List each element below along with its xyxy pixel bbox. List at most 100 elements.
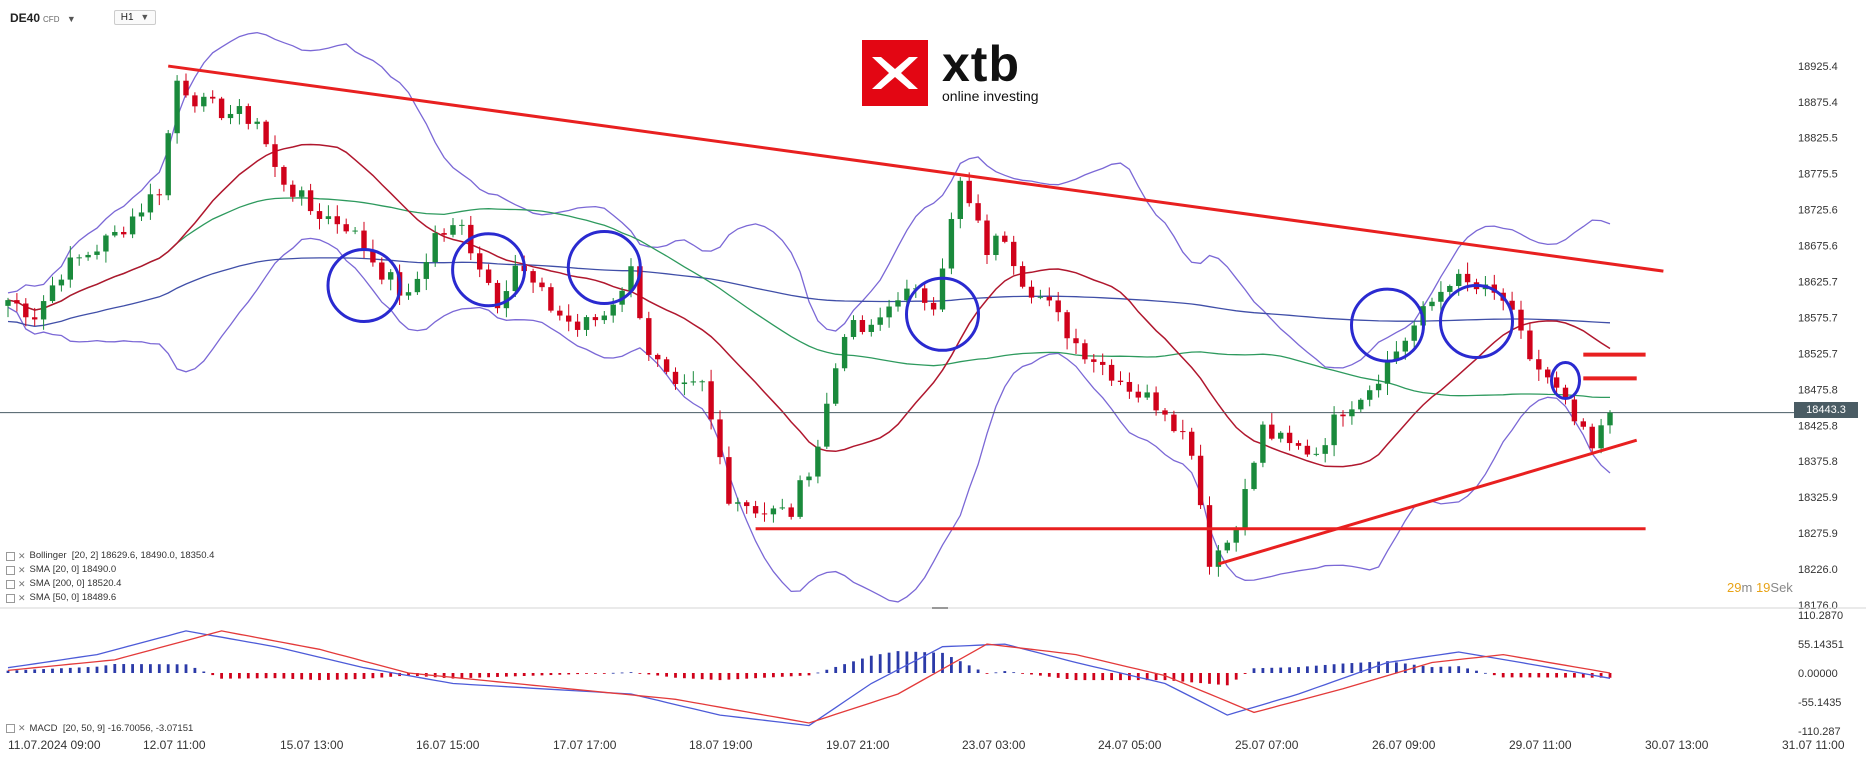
candle bbox=[1580, 418, 1586, 430]
candle-body bbox=[477, 253, 483, 270]
macd-histogram-bar bbox=[1047, 673, 1051, 677]
sma20-line bbox=[7, 143, 1611, 468]
macd-legend[interactable]: ✕ MACD [20, 50, 9] -16.70056, -3.07151 bbox=[6, 723, 193, 734]
candle bbox=[245, 103, 251, 130]
candle-body bbox=[281, 166, 287, 185]
candle-body bbox=[1518, 309, 1524, 331]
candle-body bbox=[833, 368, 839, 404]
instrument-type: CFD bbox=[43, 14, 60, 24]
y-tick-label: 18525.7 bbox=[1798, 348, 1838, 360]
indicator-name: SMA bbox=[29, 564, 51, 575]
close-icon[interactable]: ✕ bbox=[18, 565, 26, 575]
settings-icon[interactable] bbox=[6, 551, 15, 561]
macd-histogram-bar bbox=[1154, 673, 1158, 681]
candle-body bbox=[735, 502, 741, 504]
chevron-down-icon[interactable]: ▼ bbox=[140, 12, 150, 22]
macd-histogram-bar bbox=[727, 673, 731, 680]
candle-body bbox=[752, 506, 759, 514]
candle-body bbox=[1153, 392, 1159, 411]
current-price-tag: 18443.3 bbox=[1794, 402, 1858, 418]
macd-histogram-bar bbox=[1039, 673, 1042, 676]
candle bbox=[165, 129, 171, 201]
candle bbox=[779, 498, 785, 511]
y-tick-label: 18925.4 bbox=[1798, 61, 1838, 73]
macd-histogram-bar bbox=[932, 652, 935, 673]
legend-row-bollinger[interactable]: ✕ Bollinger [20, 2] 18629.6, 18490.0, 18… bbox=[6, 549, 214, 563]
candle bbox=[423, 253, 429, 291]
macd-histogram-bar bbox=[389, 673, 393, 677]
candle-body bbox=[1527, 330, 1533, 360]
macd-histogram-bar bbox=[1475, 670, 1478, 673]
settings-icon[interactable] bbox=[6, 724, 15, 733]
candle-body bbox=[1509, 300, 1515, 310]
candle bbox=[370, 239, 376, 267]
legend-row-sma50[interactable]: ✕ SMA [50, 0] 18489.6 bbox=[6, 591, 214, 605]
candle-body bbox=[1402, 340, 1408, 352]
candles bbox=[5, 73, 1613, 577]
candle-body bbox=[138, 212, 145, 217]
macd-histogram-bar bbox=[994, 672, 998, 674]
macd-histogram-bar bbox=[754, 673, 757, 679]
candle-body bbox=[1002, 235, 1008, 242]
symbol-selector[interactable]: DE40 CFD ▼ bbox=[10, 11, 76, 25]
candle bbox=[806, 472, 812, 487]
macd-histogram-bar bbox=[941, 652, 944, 673]
close-icon[interactable]: ✕ bbox=[18, 723, 26, 733]
candle-body bbox=[1384, 360, 1391, 384]
x-tick-label: 11.07.2024 09:00 bbox=[8, 738, 101, 752]
candle-body bbox=[67, 257, 73, 280]
candle bbox=[1251, 461, 1257, 491]
candle bbox=[352, 227, 358, 235]
settings-icon[interactable] bbox=[6, 593, 15, 603]
macd-histogram-bar bbox=[1359, 662, 1363, 673]
candle-body bbox=[1206, 505, 1213, 567]
candle bbox=[1304, 439, 1311, 457]
candle bbox=[655, 353, 661, 367]
macd-histogram-bar bbox=[95, 666, 99, 673]
settings-icon[interactable] bbox=[6, 565, 15, 575]
macd-histogram-bar bbox=[647, 673, 651, 675]
candle bbox=[744, 500, 750, 514]
macd-histogram-bar bbox=[611, 672, 615, 674]
candle-body bbox=[1242, 489, 1248, 528]
legend-row-sma20[interactable]: ✕ SMA [20, 0] 18490.0 bbox=[6, 563, 214, 577]
candle-body bbox=[94, 251, 100, 255]
chevron-down-icon[interactable]: ▼ bbox=[66, 13, 76, 24]
candle-body bbox=[1046, 296, 1052, 301]
macd-histogram-bar bbox=[1181, 673, 1185, 682]
macd-histogram-bar bbox=[843, 664, 846, 673]
candle-body bbox=[49, 285, 56, 302]
candle bbox=[583, 315, 590, 337]
candle bbox=[5, 297, 11, 318]
macd-histogram-bar bbox=[1172, 673, 1176, 681]
macd-histogram-bar bbox=[594, 673, 597, 674]
candle-body bbox=[1349, 409, 1355, 417]
legend-row-sma200[interactable]: ✕ SMA [200, 0] 18520.4 bbox=[6, 577, 214, 591]
candle bbox=[1545, 366, 1551, 384]
y-tick-label: 18325.9 bbox=[1798, 492, 1838, 504]
close-icon[interactable]: ✕ bbox=[18, 579, 26, 589]
candle-body bbox=[1171, 414, 1177, 432]
logo-wordmark: xtb bbox=[942, 36, 1020, 92]
macd-histogram-bar bbox=[958, 661, 962, 673]
candle-body bbox=[1545, 369, 1551, 378]
candle bbox=[646, 311, 652, 361]
close-icon[interactable]: ✕ bbox=[18, 551, 26, 561]
macd-histogram-bar bbox=[1208, 673, 1211, 684]
timeframe-selector[interactable]: H1 ▼ bbox=[113, 10, 157, 25]
candle bbox=[183, 73, 189, 98]
macd-histogram-bar bbox=[914, 651, 918, 673]
close-icon[interactable]: ✕ bbox=[18, 593, 26, 603]
macd-histogram-bar bbox=[42, 669, 45, 673]
macd-histogram-bar bbox=[371, 673, 375, 679]
macd-histogram-bar bbox=[1386, 661, 1389, 673]
candle bbox=[1180, 419, 1186, 440]
candle bbox=[201, 92, 207, 112]
macd-histogram-bar bbox=[51, 668, 54, 673]
logo-x-mark-icon bbox=[862, 40, 928, 106]
candle bbox=[1269, 413, 1275, 441]
settings-icon[interactable] bbox=[6, 579, 15, 589]
candle-body bbox=[886, 306, 892, 318]
candle-body bbox=[592, 317, 599, 321]
